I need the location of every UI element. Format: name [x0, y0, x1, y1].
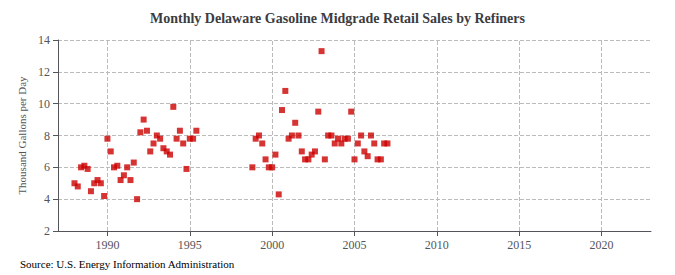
svg-text:2005: 2005 [343, 238, 367, 252]
svg-text:Source: U.S. Energy Informatio: Source: U.S. Energy Information Administ… [20, 258, 235, 270]
svg-text:2015: 2015 [507, 238, 531, 252]
svg-text:Monthly Delaware Gasoline Midg: Monthly Delaware Gasoline Midgrade Retai… [150, 11, 526, 26]
svg-text:2: 2 [44, 224, 50, 238]
svg-text:4: 4 [44, 192, 50, 206]
svg-text:10: 10 [38, 97, 50, 111]
svg-text:2000: 2000 [260, 238, 284, 252]
svg-text:14: 14 [38, 33, 50, 47]
svg-text:8: 8 [44, 129, 50, 143]
svg-text:2010: 2010 [425, 238, 449, 252]
svg-text:12: 12 [38, 65, 50, 79]
svg-text:6: 6 [44, 160, 50, 174]
svg-text:2020: 2020 [590, 238, 614, 252]
svg-text:1990: 1990 [95, 238, 119, 252]
svg-text:Thousand Gallons per Day: Thousand Gallons per Day [16, 76, 28, 195]
svg-text:1995: 1995 [178, 238, 202, 252]
